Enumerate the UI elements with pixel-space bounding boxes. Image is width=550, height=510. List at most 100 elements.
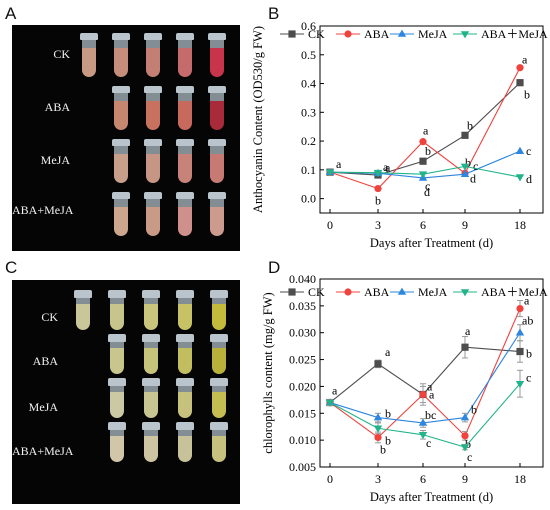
significance-label: c <box>526 144 531 158</box>
chlorophyll-chart: 0.005 0.010 0.015 0.020 0.025 0.030 0.035 0.040… <box>261 272 548 504</box>
data-point <box>461 343 469 351</box>
y-tick-label: 0.005 <box>289 460 316 474</box>
significance-label: b <box>380 442 386 456</box>
y-axis-label: Anthocyanin Content (OD530/g FW) <box>251 26 265 213</box>
data-point <box>419 138 427 146</box>
data-point <box>374 184 382 193</box>
legend-marker <box>288 288 296 296</box>
sample-tube <box>112 139 130 183</box>
significance-label: c <box>526 371 531 385</box>
sample-tube <box>144 33 162 77</box>
data-point <box>373 413 383 421</box>
y-tick-label: 0.020 <box>289 379 316 393</box>
anthocyanin-tube-photo: CK ABA MeJA ABA+MeJA <box>12 25 240 251</box>
significance-label: d <box>526 172 532 186</box>
data-point <box>325 399 335 407</box>
x-tick-label: 9 <box>462 472 468 486</box>
legend-label: MeJA <box>418 27 448 41</box>
significance-label: c <box>473 159 478 173</box>
significance-label: b <box>524 88 530 102</box>
data-point <box>460 444 470 452</box>
data-point <box>373 425 383 433</box>
y-tick-label: 0.025 <box>289 353 316 367</box>
data-point <box>460 413 470 421</box>
data-point <box>516 64 524 72</box>
data-point <box>461 432 469 440</box>
sample-tube <box>210 378 228 418</box>
data-point <box>515 146 525 154</box>
data-point <box>515 328 525 336</box>
row-label-ck: CK <box>41 310 58 324</box>
sample-tube <box>208 86 226 130</box>
row-label-aba-meja: ABA+MeJA <box>12 203 74 217</box>
legend-marker <box>460 31 470 39</box>
legend-label: ABA＋MeJA <box>481 27 548 41</box>
data-point <box>419 390 427 399</box>
sample-tube <box>112 86 130 130</box>
y-tick-label: 0.4 <box>301 77 316 91</box>
sample-tube <box>108 290 126 330</box>
significance-label: a <box>336 157 342 171</box>
legend-marker <box>460 289 470 297</box>
data-point <box>515 380 525 389</box>
data-point <box>460 169 470 177</box>
row-label-meja: MeJA <box>28 400 58 414</box>
sample-tube <box>142 290 160 330</box>
sample-tube <box>74 290 92 330</box>
data-point <box>515 174 525 182</box>
legend-marker <box>288 30 296 38</box>
x-axis-label: Days after Treatment (d) <box>370 236 493 250</box>
chlorophyll-tube-photo: CK ABA MeJA ABA+MeJA <box>12 280 240 504</box>
x-tick-label: 0 <box>327 472 333 486</box>
panel-letter-c: C <box>5 258 18 277</box>
legend-label: ABA <box>364 27 390 41</box>
data-point <box>374 360 382 368</box>
panel-letter-a: A <box>5 4 17 23</box>
legend-label: CK <box>308 285 325 299</box>
sample-tube <box>208 33 226 77</box>
y-tick-label: 0.0 <box>301 192 316 206</box>
significance-label: b <box>465 155 471 169</box>
panel-letter-d: D <box>268 258 281 277</box>
significance-label: c <box>425 179 430 193</box>
y-tick-label: 0.2 <box>301 134 316 148</box>
x-tick-label: 18 <box>514 218 526 232</box>
legend-label: ABA＋MeJA <box>481 285 548 299</box>
plot-frame <box>319 278 544 468</box>
significance-label: a <box>522 53 528 67</box>
sample-tube <box>80 33 98 77</box>
data-point <box>516 304 524 313</box>
significance-label: a <box>524 294 530 308</box>
sample-tube <box>176 334 194 374</box>
x-tick-label: 0 <box>327 218 333 232</box>
sample-tube <box>112 33 130 77</box>
significance-label: c <box>467 450 472 464</box>
sample-tube <box>208 192 226 236</box>
sample-tube <box>144 139 162 183</box>
sample-tube <box>176 139 194 183</box>
significance-label: b <box>471 403 477 417</box>
row-label-ck: CK <box>53 47 70 61</box>
row-label-aba: ABA <box>32 354 58 368</box>
significance-label: b <box>385 407 391 421</box>
sample-tube <box>112 192 130 236</box>
x-tick-label: 3 <box>375 472 381 486</box>
data-point <box>516 347 524 356</box>
y-axis-label: chlorophylls content (mg/g FW) <box>261 292 275 453</box>
significance-label: a <box>385 345 391 359</box>
sample-tube <box>108 422 126 462</box>
sample-tube <box>144 192 162 236</box>
data-point <box>374 433 382 442</box>
sample-tube <box>176 33 194 77</box>
sample-tube <box>210 422 228 462</box>
y-tick-label: 0.030 <box>289 326 316 340</box>
significance-label: d <box>470 171 476 185</box>
data-point <box>461 131 469 139</box>
legend-marker <box>344 30 352 38</box>
data-point <box>418 431 428 440</box>
data-point <box>419 157 427 165</box>
legend-marker <box>397 287 407 295</box>
row-label-aba: ABA <box>44 100 70 114</box>
y-tick-label: 0.5 <box>301 48 316 62</box>
significance-label: b <box>375 194 381 208</box>
